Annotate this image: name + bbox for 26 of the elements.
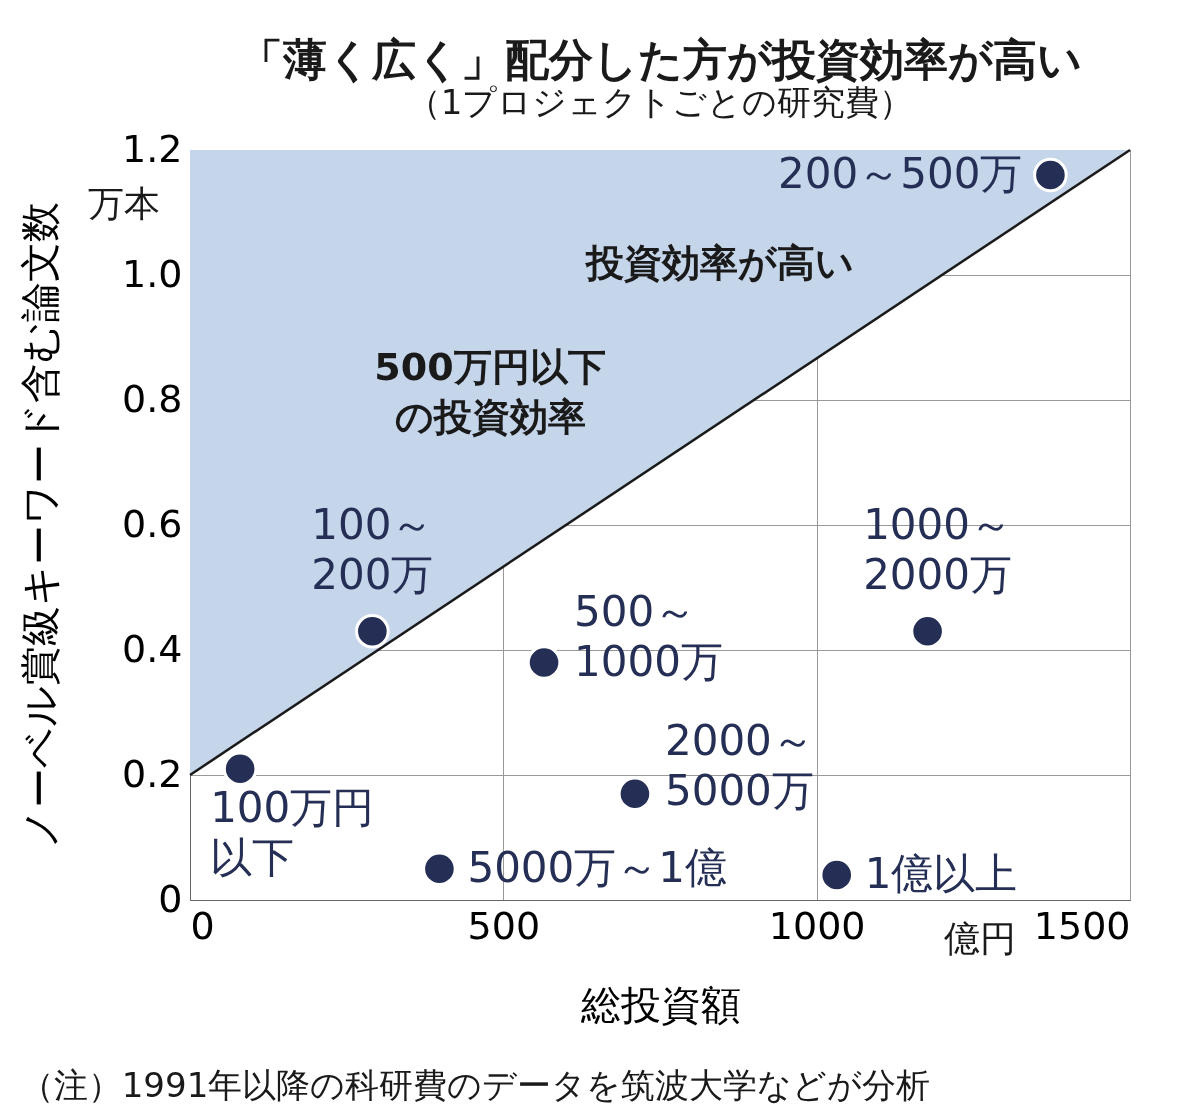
series-label: 1000～2000万 bbox=[863, 500, 1013, 600]
x-tick-label: 1000 bbox=[768, 903, 866, 948]
series-label: 100～200万 bbox=[311, 500, 434, 600]
y-tick-label: 1.0 bbox=[122, 251, 183, 296]
chart-title: 「薄く広く」配分した方が投資効率が高い bbox=[238, 34, 1082, 85]
series-label: 5000万～1億 bbox=[467, 842, 728, 892]
series-label: 100万円以下 bbox=[210, 782, 375, 882]
annotation: 投資効率が高い bbox=[584, 241, 854, 285]
x-axis-title: 総投資額 bbox=[579, 981, 741, 1028]
text: 万本 bbox=[88, 183, 160, 224]
x-tick-label: 0 bbox=[190, 903, 215, 948]
y-tick-label: 0.2 bbox=[122, 751, 183, 796]
x-tick-label: 1500 bbox=[1033, 903, 1131, 948]
series-label: 500～1000万 bbox=[574, 586, 723, 686]
text: （注）1991年以降の科研費のデータを筑波大学などが分析 bbox=[19, 1065, 931, 1105]
y-tick-label: 1.2 bbox=[122, 126, 183, 171]
series-label: 200～500万 bbox=[778, 149, 1023, 198]
y-axis-title: ノーベル賞級キーワード含む論文数 bbox=[17, 202, 64, 849]
series-label: 500万円以下の投資効率 bbox=[374, 345, 606, 439]
y-tick-label: 0.8 bbox=[122, 376, 183, 421]
text: 億円 bbox=[944, 918, 1016, 959]
series-label: 2000～5000万 bbox=[664, 715, 814, 815]
y-tick-label: 0.6 bbox=[122, 501, 183, 546]
series-label: 1億以上 bbox=[864, 849, 1018, 898]
y-tick-label: 0.4 bbox=[122, 626, 183, 671]
x-tick-label: 500 bbox=[467, 903, 541, 948]
